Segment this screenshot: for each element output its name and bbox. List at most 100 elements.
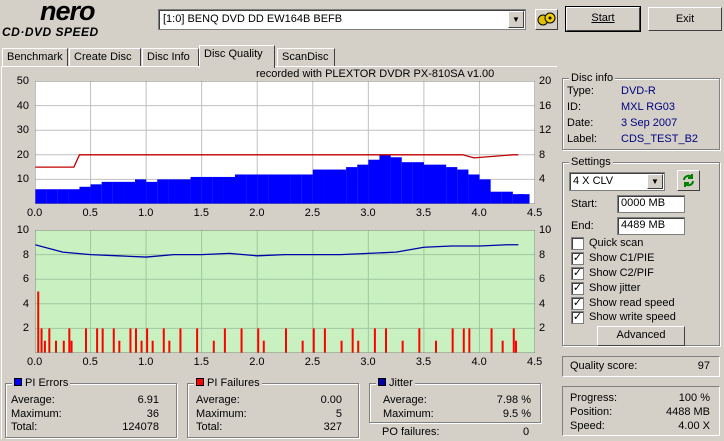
disc-date-label: Date:	[567, 117, 594, 129]
show-c1-checkbox[interactable]: ✓	[571, 252, 584, 265]
pie-bar	[479, 179, 491, 204]
disc-type-label: Type:	[567, 85, 594, 97]
pif-bar	[490, 328, 493, 353]
pif-bar	[85, 328, 87, 353]
po-failures-label: PO failures:	[382, 426, 440, 438]
pie-bar	[346, 167, 358, 204]
pif-bar	[48, 328, 51, 353]
pie-bar	[335, 169, 347, 204]
pi-errors-chart: 0.0 0.5 1.0 1.5 2.0 2.5 3.0 3.5 4.0 4.5 10 20 30 40 50…	[0, 70, 558, 222]
pi-failures-maximum-label: Maximum:	[196, 408, 247, 420]
refresh-drive-button[interactable]	[535, 9, 558, 30]
jitter-group: Jitter Average: 7.98 % Maximum: 9.5 %	[369, 377, 541, 423]
pif-x-tick-label: 0.0	[27, 356, 43, 368]
advanced-button[interactable]: Advanced	[597, 326, 685, 346]
pi-failures-group: PI Failures Average: 0.00 Maximum: 5 Tot…	[187, 377, 359, 438]
exit-button[interactable]: Exit	[648, 7, 722, 31]
pi-failures-total-label: Total:	[196, 421, 223, 433]
pie-x-tick-label: 3.5	[415, 207, 432, 219]
pif-bar	[151, 340, 154, 353]
pie-bar	[212, 176, 224, 204]
pie-y-left-tick-label: 40	[16, 99, 29, 112]
pie-y-left-tick-label: 50	[16, 75, 29, 87]
pie-bar	[490, 191, 502, 204]
jitter-maximum-label: Maximum:	[383, 408, 434, 420]
pie-bar	[68, 189, 80, 204]
pie-bar	[379, 154, 391, 204]
pi-failures-average-label: Average:	[196, 394, 240, 406]
show-write-speed-checkbox[interactable]: ✓	[571, 311, 584, 324]
disc-id-value: MXL RG03	[621, 101, 676, 113]
pi-errors-total-label: Total:	[11, 421, 38, 433]
pif-bar	[515, 340, 517, 353]
pif-bar	[435, 340, 437, 353]
show-jitter-checkbox[interactable]: ✓	[571, 282, 584, 295]
pie-bar	[246, 174, 258, 204]
refresh-icon	[537, 12, 556, 26]
tab-content-frame	[1, 66, 557, 439]
pif-bar	[62, 340, 65, 353]
pif-bar	[257, 328, 260, 353]
pif-x-tick-label: 4.5	[527, 356, 543, 368]
pif-bar	[373, 328, 376, 353]
pif-bar	[101, 328, 104, 353]
pie-bar	[190, 176, 202, 204]
quality-score-panel: Quality score: 97	[562, 356, 720, 377]
show-jitter-label: Show jitter	[589, 282, 641, 294]
pi-errors-average-value: 6.91	[137, 394, 159, 406]
pif-bar	[179, 328, 182, 353]
pif-bar	[385, 328, 387, 353]
quick-scan-checkbox[interactable]	[571, 237, 584, 250]
pi-errors-legend-icon	[14, 378, 22, 386]
pie-y-left-tick-label: 30	[16, 124, 29, 137]
pif-line	[35, 244, 519, 258]
refresh-speed-button[interactable]	[677, 170, 700, 191]
pie-bar	[518, 194, 530, 204]
start-button[interactable]: Start	[565, 6, 641, 32]
chevron-down-icon[interactable]: ▼	[508, 11, 524, 28]
pi-errors-title: PI Errors	[25, 377, 69, 389]
pi-failures-plot	[35, 230, 535, 353]
pif-y-right-tick-label: 8	[539, 248, 546, 261]
show-c2-checkbox[interactable]: ✓	[571, 267, 584, 280]
pie-bar	[412, 162, 424, 204]
pif-bar	[196, 328, 199, 353]
end-position-input[interactable]: 4489 MB	[617, 217, 685, 235]
chart-title: recorded with PLEXTOR DVDR PX-810SA v1.0…	[256, 68, 495, 80]
pie-bar	[257, 174, 269, 204]
drive-select[interactable]: [1:0] BENQ DVD DD EW164B BEFB ▼	[158, 9, 526, 30]
tab-create-disc[interactable]: Create Disc	[69, 48, 141, 67]
speed-label: Speed:	[570, 420, 605, 432]
pi-errors-maximum-label: Maximum:	[11, 408, 62, 420]
pie-bar	[90, 184, 102, 204]
pif-y-left-tick-label: 8	[22, 248, 29, 261]
tab-disc-quality[interactable]: Disc Quality	[199, 45, 275, 68]
show-read-speed-checkbox[interactable]: ✓	[571, 297, 584, 310]
tab-scandisc[interactable]: ScanDisc	[277, 48, 335, 67]
speed-select[interactable]: 4 X CLV ▼	[569, 172, 665, 191]
settings-group: Settings 4 X CLV ▼ Start: 0000 MB End: 4…	[562, 156, 720, 346]
tab-disc-info[interactable]: Disc Info	[142, 48, 199, 67]
pif-bar	[168, 340, 171, 353]
pie-y-right-tick-label: 4	[539, 173, 546, 186]
chevron-down-icon[interactable]: ▼	[647, 174, 663, 189]
pif-x-tick-label: 3.0	[360, 356, 376, 368]
start-position-input[interactable]: 0000 MB	[617, 195, 685, 213]
pi-failures-maximum-value: 5	[335, 408, 342, 420]
pie-bar	[179, 179, 191, 204]
disc-info-group: Disc info Type: DVD-R ID: MXL RG03 Date:…	[562, 72, 720, 150]
pi-failures-average-value: 0.00	[320, 394, 342, 406]
pif-x-tick-label: 1.5	[193, 356, 209, 368]
pif-bar	[40, 328, 43, 353]
pie-bar	[123, 181, 136, 204]
tab-benchmark[interactable]: Benchmark	[2, 48, 68, 67]
pie-bar	[323, 169, 336, 204]
pie-bar	[457, 169, 469, 204]
disc-label-value: CDS_TEST_B2	[621, 133, 699, 145]
pie-x-tick-label: 0.0	[27, 207, 43, 219]
pi-errors-group: PI Errors Average: 6.91 Maximum: 36 Tota…	[5, 377, 177, 438]
pif-y-right-tick-label: 2	[539, 322, 546, 335]
pie-bar	[446, 167, 458, 204]
pie-x-tick-label: 2.0	[249, 207, 265, 219]
pi-errors-maximum-value: 36	[146, 408, 159, 420]
